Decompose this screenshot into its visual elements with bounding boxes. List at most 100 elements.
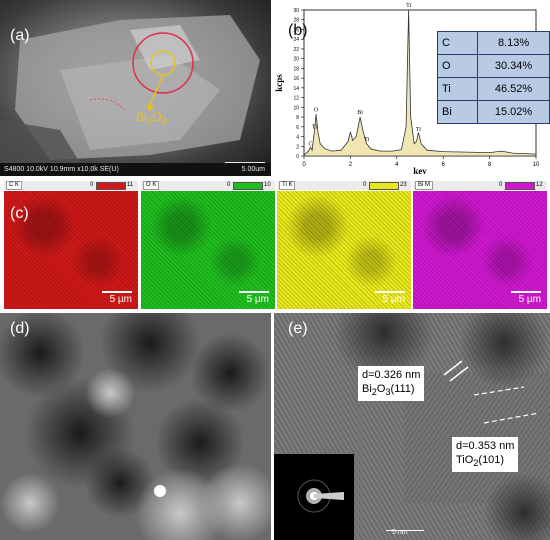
sem-bi2o3-annotation: Bi2O3	[136, 110, 168, 128]
map-color-bar	[233, 182, 263, 190]
eds-x-tick-label: 6	[442, 162, 446, 168]
eds-composition-table: C 8.13% O 30.34% Ti 46.52% Bi 15.02%	[436, 31, 550, 124]
eds-x-axis-label: kev	[413, 166, 427, 176]
map-element-name: C K	[6, 181, 23, 190]
eds-y-tick-label: 28	[293, 18, 299, 24]
eds-x-tick-label: 4	[395, 162, 399, 168]
map-color-bar	[96, 182, 126, 190]
hrtem-image: (e) d=0.326 nm Bi2O3(111) d=0.353 nm TiO…	[274, 313, 550, 540]
eds-peak-label: Bi	[357, 110, 363, 116]
sem-info-bar: S4800 10.0kV 10.9mm x10.0k SE(U) 5.00um	[0, 162, 271, 176]
eds-y-axis-label: kcps	[274, 74, 284, 92]
eds-y-tick-label: 6	[296, 125, 299, 131]
map-scale-min: 0	[227, 182, 231, 188]
sem-info-text: S4800 10.0kV 10.9mm x10.0k SE(U)	[4, 166, 119, 173]
eds-peak-label: Ti	[416, 127, 421, 133]
panel-label-e: (e)	[288, 320, 308, 337]
eds-y-tick-label: 30	[293, 8, 299, 14]
eds-table-value: 8.13%	[477, 31, 550, 55]
eds-y-tick-label: 16	[293, 76, 299, 82]
eds-y-tick-label: 26	[293, 27, 299, 33]
eds-y-tick-label: 4	[296, 135, 299, 141]
map-header: Ti K 0 23	[277, 181, 411, 190]
eds-table-element: C	[436, 31, 479, 55]
hrtem-scale-bar	[386, 530, 424, 531]
map-color-bar	[369, 182, 399, 190]
callout-tio2-d: d=0.353 nm	[456, 440, 515, 452]
saed-inset	[274, 454, 354, 540]
sem-texture	[0, 15, 260, 163]
callout-tio2: d=0.353 nm TiO2(101)	[452, 437, 519, 473]
eds-table-value: 46.52%	[477, 77, 550, 101]
eds-table-value: 15.02%	[477, 100, 550, 124]
eds-table-value: 30.34%	[477, 54, 550, 78]
sem-image: (a) Bi2O3 S4800 10.0kV 10.9mm x10.0k SE(…	[0, 0, 271, 176]
eds-peak-label: O	[314, 108, 319, 114]
eds-spectrum-line	[303, 9, 537, 157]
callout-bi2o3: d=0.326 nm Bi2O3(111)	[358, 366, 425, 402]
map-scale-bar	[375, 291, 405, 293]
map-scale-label: 5 µm	[518, 294, 541, 305]
panel-label-b: (b)	[288, 22, 308, 39]
eds-y-tick-label: 24	[293, 37, 299, 43]
sem-scale-label: 5.00um	[241, 166, 265, 173]
map-element-name: Ti K	[279, 181, 296, 190]
elemental-map: 5 µm	[277, 191, 411, 309]
eds-table-row: Ti 46.52%	[436, 77, 550, 101]
panel-label-d: (d)	[10, 320, 30, 337]
map-scale-max: 10	[264, 182, 271, 188]
map-scale-bar	[239, 291, 269, 293]
eds-y-tick-label: 2	[296, 144, 299, 150]
eds-x-tick-label: 2	[349, 162, 353, 168]
map-header: Bi M 0 12	[413, 181, 547, 190]
eds-x-tick-label: 8	[488, 162, 492, 168]
callout-tio2-plane: TiO2(101)	[456, 454, 505, 469]
eds-y-tick-label: 22	[293, 47, 299, 53]
eds-panel: 0 2 4 6 8 10 12 14 16 18 20 22 24 26 28 30 0 2 4 6 8 10 kcps ke…	[274, 0, 550, 176]
elemental-map: 5 µm	[413, 191, 547, 309]
eds-y-tick-label: 8	[296, 115, 299, 121]
eds-y-tick-label: 0	[296, 154, 299, 160]
map-scale-max: 12	[536, 182, 543, 188]
panel-label-a: (a)	[10, 27, 30, 44]
eds-y-tick-label: 14	[293, 86, 299, 92]
eds-table-element: Ti	[436, 77, 479, 101]
tem-image: (d)	[0, 313, 271, 540]
eds-table-element: Bi	[436, 100, 479, 124]
sem-scale-bar	[225, 162, 265, 163]
eds-table-row: C 8.13%	[436, 31, 550, 55]
eds-y-tick-label: 18	[293, 66, 299, 72]
elemental-map: 5 µm	[141, 191, 275, 309]
map-element-name: O K	[143, 181, 160, 190]
map-scale-max: 11	[127, 182, 134, 188]
map-scale-min: 0	[499, 182, 503, 188]
hrtem-scale-label: 5 nm	[392, 529, 408, 536]
panel-label-c: (c)	[10, 205, 29, 222]
callout-bi2o3-d: d=0.326 nm	[362, 369, 421, 381]
map-scale-min: 0	[363, 182, 367, 188]
eds-x-tick-label: 0	[302, 162, 306, 168]
eds-y-tick-label: 10	[293, 105, 299, 111]
map-scale-min: 0	[90, 182, 94, 188]
map-color-bar	[505, 182, 535, 190]
eds-y-tick-label: 12	[293, 96, 299, 102]
map-scale-label: 5 µm	[246, 294, 269, 305]
eds-peak-label: Ti	[364, 137, 369, 143]
eds-table-row: O 30.34%	[436, 54, 550, 78]
eds-table-row: Bi 15.02%	[436, 100, 550, 124]
map-element-name: Bi M	[415, 181, 433, 190]
eds-peak-label: Ti	[406, 3, 411, 9]
callout-bi2o3-plane: Bi2O3(111)	[362, 383, 415, 398]
map-header: O K 0 10	[141, 181, 275, 190]
map-scale-max: 23	[400, 182, 407, 188]
eds-x-tick-label: 10	[533, 162, 540, 168]
eds-peak-label: C	[308, 142, 312, 148]
map-scale-bar	[511, 291, 541, 293]
map-header: C K 0 11	[4, 181, 138, 190]
eds-peak-label: Ti	[312, 125, 317, 131]
saed-pattern	[297, 479, 344, 513]
map-scale-bar	[102, 291, 132, 293]
map-scale-label: 5 µm	[109, 294, 132, 305]
map-scale-label: 5 µm	[382, 294, 405, 305]
